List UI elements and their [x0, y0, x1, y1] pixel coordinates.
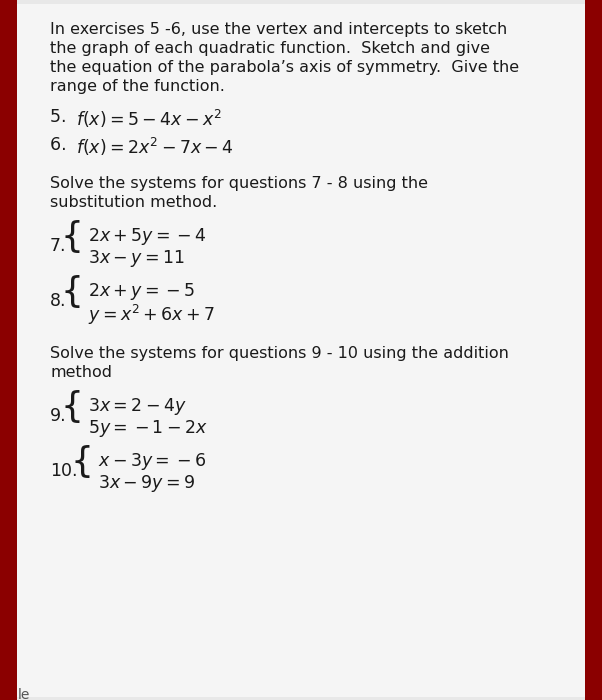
Text: $2x + 5y = -4$: $2x + 5y = -4$ — [88, 226, 206, 247]
Text: $2x + y = -5$: $2x + y = -5$ — [88, 281, 195, 302]
Text: $f(x) = 2x^2 - 7x - 4$: $f(x) = 2x^2 - 7x - 4$ — [76, 136, 234, 158]
Text: method: method — [50, 365, 112, 380]
Text: Solve the systems for questions 9 - 10 using the addition: Solve the systems for questions 9 - 10 u… — [50, 346, 509, 361]
Text: 7.: 7. — [50, 237, 66, 255]
Text: {: { — [70, 445, 93, 479]
Text: $f(x) = 5 - 4x - x^2$: $f(x) = 5 - 4x - x^2$ — [76, 108, 222, 130]
Text: {: { — [60, 220, 84, 254]
Text: 6.: 6. — [50, 136, 72, 154]
Text: 8.: 8. — [50, 292, 66, 310]
Text: $y = x^2 + 6x + 7$: $y = x^2 + 6x + 7$ — [88, 303, 215, 327]
Text: range of the function.: range of the function. — [50, 79, 225, 94]
Text: 9.: 9. — [50, 407, 67, 425]
Text: 10.: 10. — [50, 462, 78, 480]
Text: the graph of each quadratic function.  Sketch and give: the graph of each quadratic function. Sk… — [50, 41, 490, 56]
Text: substitution method.: substitution method. — [50, 195, 217, 210]
Text: {: { — [60, 275, 84, 309]
Text: Solve the systems for questions 7 - 8 using the: Solve the systems for questions 7 - 8 us… — [50, 176, 428, 191]
Text: {: { — [60, 390, 84, 424]
Text: 5.: 5. — [50, 108, 72, 126]
Text: $3x - 9y = 9$: $3x - 9y = 9$ — [98, 473, 195, 494]
Text: $5y = -1 - 2x$: $5y = -1 - 2x$ — [88, 418, 208, 439]
Text: the equation of the parabola’s axis of symmetry.  Give the: the equation of the parabola’s axis of s… — [50, 60, 519, 75]
Text: In exercises 5 -6, use the vertex and intercepts to sketch: In exercises 5 -6, use the vertex and in… — [50, 22, 507, 37]
Text: $3x = 2 - 4y$: $3x = 2 - 4y$ — [88, 396, 187, 417]
Text: $3x - y = 11$: $3x - y = 11$ — [88, 248, 185, 269]
Text: $x - 3y = -6$: $x - 3y = -6$ — [98, 451, 206, 472]
Text: le: le — [18, 688, 30, 700]
